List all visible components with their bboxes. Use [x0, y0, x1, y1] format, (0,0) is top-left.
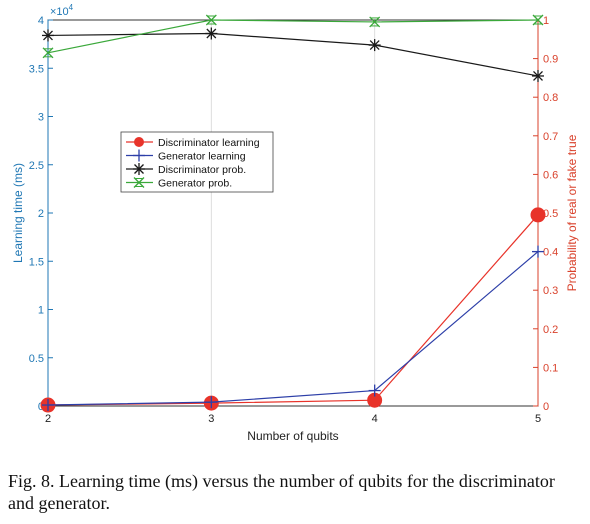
left-tick-label: 0.5 [29, 353, 44, 365]
data-point [205, 14, 217, 26]
left-tick-label: 1 [38, 305, 44, 317]
right-tick-label: 0.3 [543, 285, 558, 297]
right-tick-label: 0.4 [543, 247, 558, 259]
x-tick-label: 3 [208, 413, 214, 425]
data-point [368, 39, 381, 52]
left-tick-label: 2 [38, 208, 44, 220]
legend-marker [133, 149, 145, 162]
data-point [532, 69, 544, 82]
legend-entry: Generator prob. [126, 177, 232, 190]
right-tick-label: 0.5 [543, 208, 558, 220]
left-tick-label: 3 [38, 112, 44, 124]
series-line [47, 32, 539, 77]
right-tick-label: 1 [543, 15, 549, 27]
data-point [369, 16, 381, 28]
x-tick-label: 2 [45, 413, 51, 425]
series-layer [40, 14, 546, 413]
data-point [42, 29, 54, 42]
grid-lines [210, 20, 376, 406]
legend-entry: Generator learning [126, 149, 246, 163]
right-tick-label: 0.7 [543, 131, 558, 143]
legend-label: Generator prob. [158, 178, 232, 190]
right-tick-label: 0.9 [543, 54, 558, 66]
series-line [47, 251, 539, 406]
legend-label: Discriminator prob. [158, 164, 246, 176]
left-y-axis: 00.511.522.533.54 [29, 15, 53, 413]
plot-frame [47, 19, 539, 407]
data-point [532, 245, 544, 258]
legend-marker [134, 137, 144, 147]
right-axis-label: Probability of real or fake true [565, 134, 579, 291]
right-tick-label: 0 [543, 401, 549, 413]
data-point [368, 384, 381, 397]
multiplier-exponent: 4 [69, 3, 74, 12]
legend-entry: Discriminator prob. [126, 163, 246, 176]
series-line [47, 214, 539, 406]
left-tick-label: 2.5 [29, 160, 44, 172]
left-tick-label: 3.5 [29, 63, 44, 75]
data-point [205, 27, 218, 40]
legend-label: Generator learning [158, 151, 246, 163]
multiplier-base: ×10 [50, 6, 69, 18]
left-axis-label: Learning time (ms) [11, 163, 25, 263]
legend-marker [133, 177, 145, 188]
data-point [42, 47, 54, 59]
left-tick-label: 4 [38, 15, 44, 27]
left-axis-multiplier: ×104 [50, 3, 74, 18]
right-tick-label: 0.8 [543, 92, 558, 104]
right-tick-label: 0.2 [543, 324, 558, 336]
legend-marker [133, 163, 145, 175]
data-point [532, 14, 544, 26]
legend: Discriminator learning Generator learning… [120, 131, 274, 193]
figure-caption: Fig. 8. Learning time (ms) versus the nu… [8, 471, 555, 513]
series-discriminator-prob- [42, 27, 544, 82]
legend-entry: Discriminator learning [126, 137, 260, 149]
series-generator-prob- [42, 14, 544, 59]
legend-label: Discriminator learning [158, 137, 260, 149]
right-tick-label: 0.6 [543, 169, 558, 181]
series-line [47, 19, 539, 54]
x-axis-label: Number of qubits [247, 429, 338, 443]
left-tick-label: 1.5 [29, 256, 44, 268]
data-point [42, 399, 54, 412]
data-point [205, 396, 218, 409]
x-tick-label: 5 [535, 413, 541, 425]
data-point [530, 207, 546, 223]
right-tick-label: 0.1 [543, 362, 558, 374]
series-generator-learning [42, 245, 544, 412]
x-tick-label: 4 [372, 413, 378, 425]
